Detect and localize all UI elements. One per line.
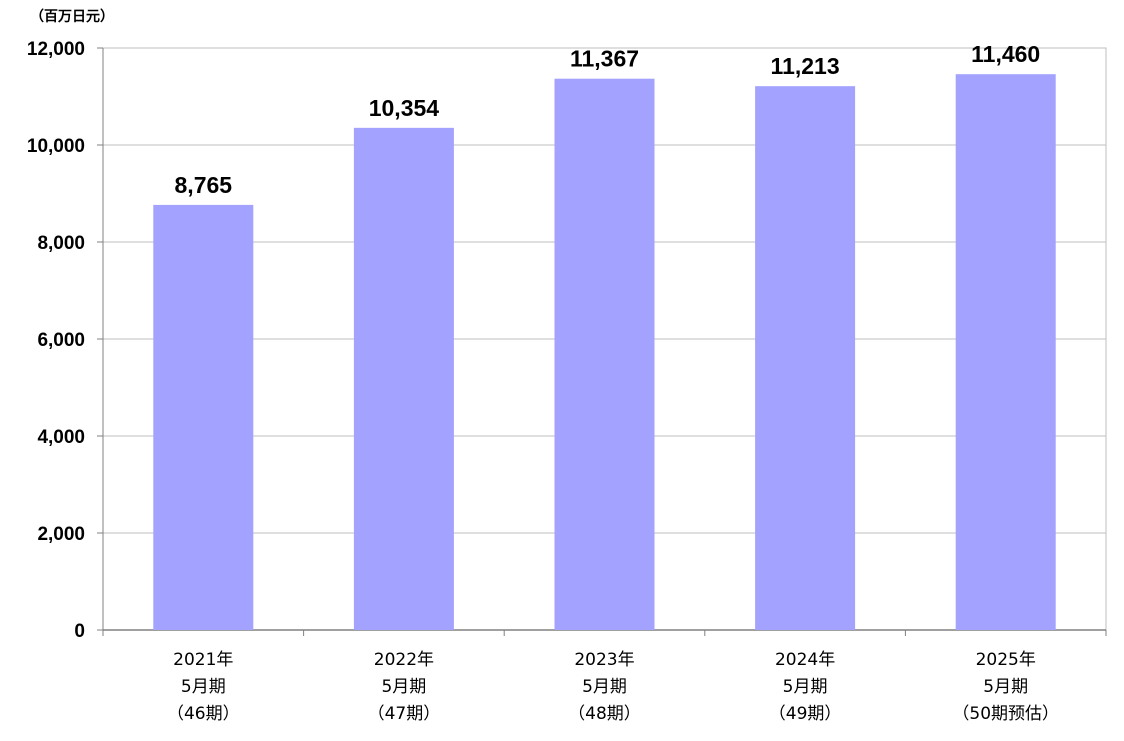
x-tick-label: （48期）: [568, 704, 641, 724]
y-tick-label: 6,000: [37, 330, 85, 351]
y-tick-label: 10,000: [27, 136, 85, 157]
bar: [153, 204, 254, 630]
x-tick-label: （47期）: [368, 704, 441, 724]
x-tick-label: 5月期: [181, 677, 226, 697]
x-tick-label: 2024年: [775, 650, 835, 670]
x-tick-label: （46期）: [167, 704, 240, 724]
y-tick-label: 4,000: [37, 427, 85, 448]
data-label: 8,765: [175, 172, 233, 198]
x-tick-label: 5月期: [381, 677, 426, 697]
data-label: 11,460: [971, 41, 1040, 67]
y-tick-label: 12,000: [27, 39, 85, 60]
data-label: 10,354: [369, 95, 440, 121]
y-tick-label: 8,000: [37, 233, 85, 254]
unit-label: （百万日元）: [30, 9, 114, 25]
x-tick-label: （49期）: [769, 704, 842, 724]
bar: [554, 78, 655, 630]
data-label: 11,213: [771, 53, 840, 79]
x-tick-label: 2022年: [374, 650, 434, 670]
bar: [353, 127, 454, 631]
x-tick-label: 2025年: [976, 650, 1036, 670]
x-tick-label: （50期预估）: [952, 704, 1059, 724]
y-tick-label: 0: [74, 621, 85, 642]
x-tick-label: 2021年: [173, 650, 233, 670]
bar: [955, 74, 1056, 630]
data-label: 11,367: [570, 46, 639, 72]
y-tick-label: 2,000: [37, 524, 85, 545]
bar: [755, 86, 856, 631]
x-tick-label: 5月期: [783, 677, 828, 697]
x-tick-label: 5月期: [582, 677, 627, 697]
x-tick-label: 5月期: [983, 677, 1028, 697]
x-tick-label: 2023年: [574, 650, 634, 670]
